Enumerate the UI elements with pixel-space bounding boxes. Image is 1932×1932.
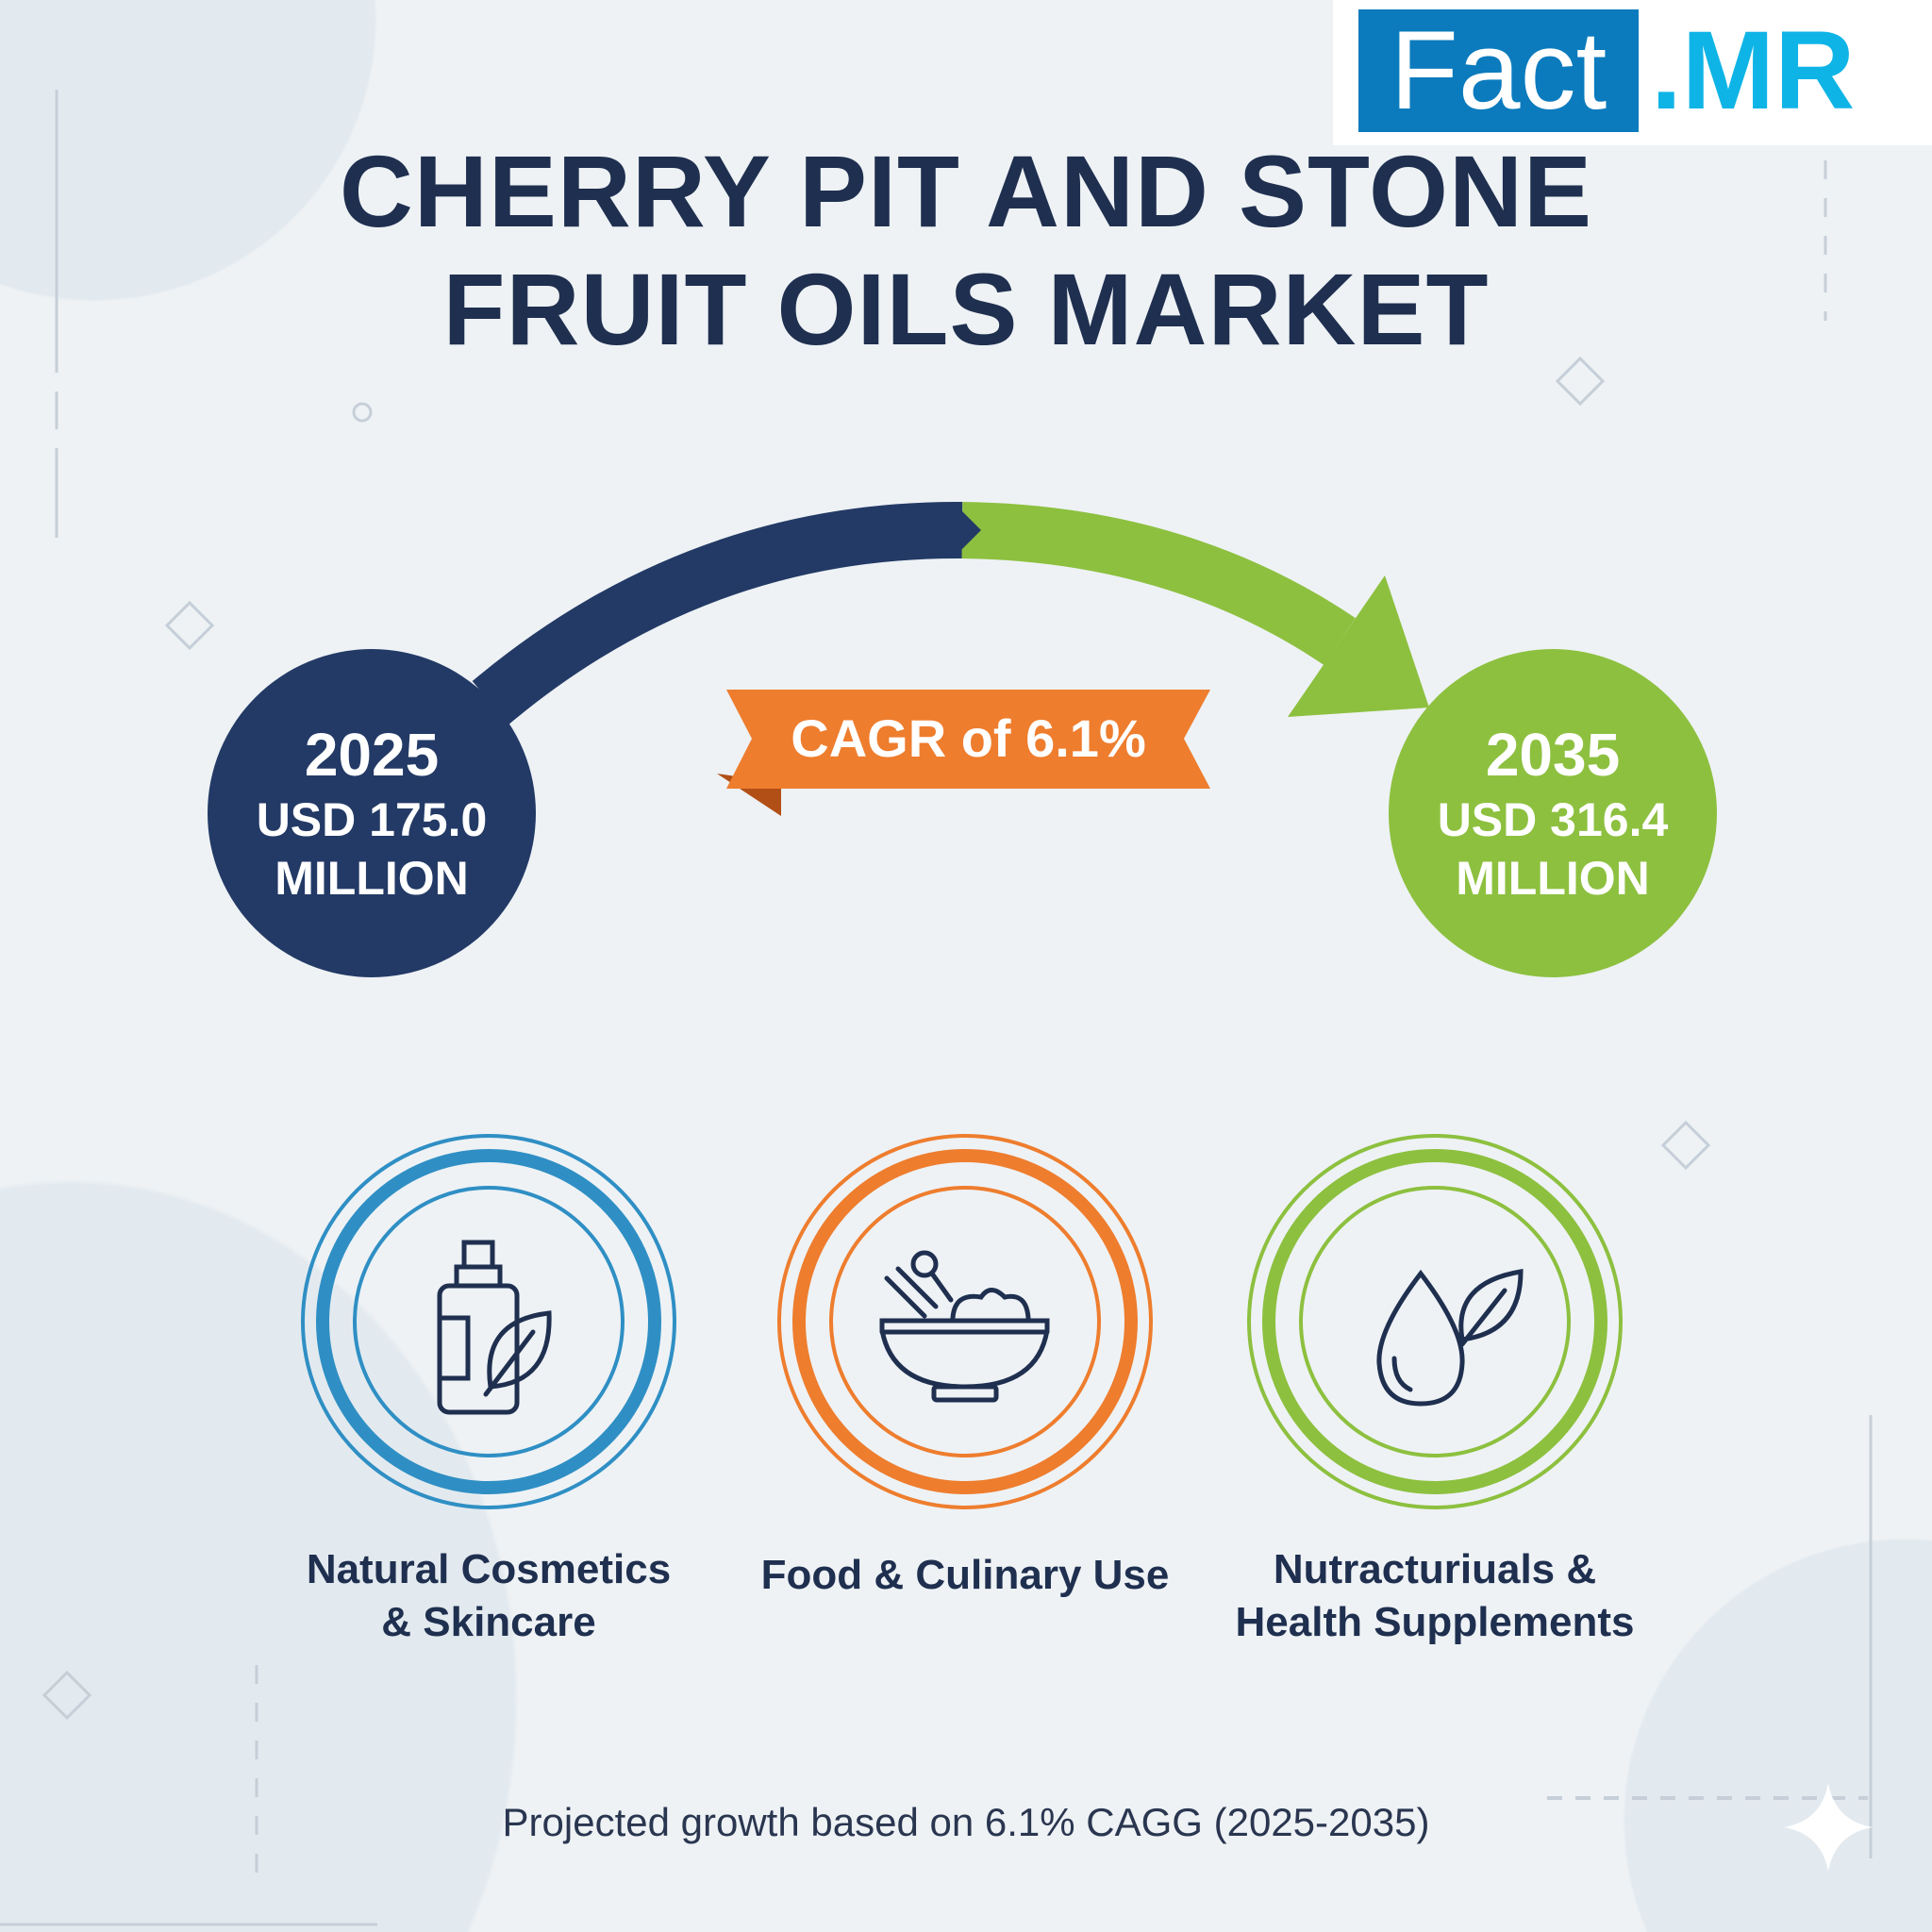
page-title-line2: FRUIT OILS MARKET [442,252,1490,366]
segment-label-line2: Health Supplements [1235,1599,1635,1645]
end-unit: MILLION [1456,852,1650,905]
arc-joint [953,502,981,558]
sparkle-icon [1784,1783,1873,1872]
start-year: 2025 [304,721,440,789]
segment-label-line1: Nutracturiuals & [1273,1546,1597,1592]
segment-label-food: Food & Culinary Use [729,1549,1201,1602]
cagr-label: CAGR of 6.1% [791,708,1146,768]
start-value: USD 175.0 [256,793,488,846]
logo-mr: .MR [1651,8,1856,133]
diamond-ornament [42,1670,92,1721]
diamond-ornament [1555,356,1606,407]
end-value-circle: 2035 USD 316.4 MILLION [1389,649,1717,977]
end-value: USD 316.4 [1437,793,1669,846]
growth-arc-start [472,501,963,724]
segment-label-nutra: Nutracturiuals & Health Supplements [1199,1543,1671,1649]
start-value-circle: 2025 USD 175.0 MILLION [208,649,536,977]
growth-arrow-head [1288,575,1429,717]
circle-ornament [352,402,373,423]
segment-label-line1: Natural Cosmetics [306,1546,672,1592]
page-title-line1: CHERRY PIT AND STONE [339,134,1593,248]
segment-label-line2: & Skincare [381,1599,596,1645]
start-unit: MILLION [275,852,469,905]
growth-arc-end [961,502,1356,665]
segment-label-cosmetics: Natural Cosmetics & Skincare [253,1543,724,1649]
segment-label-line1: Food & Culinary Use [760,1552,1170,1598]
end-year: 2035 [1485,721,1621,789]
footer-note: Projected growth based on 6.1% CAGG (202… [502,1800,1430,1844]
logo-fact: Fact [1358,9,1639,132]
diamond-ornament [164,600,215,651]
diamond-ornament [1660,1120,1711,1171]
